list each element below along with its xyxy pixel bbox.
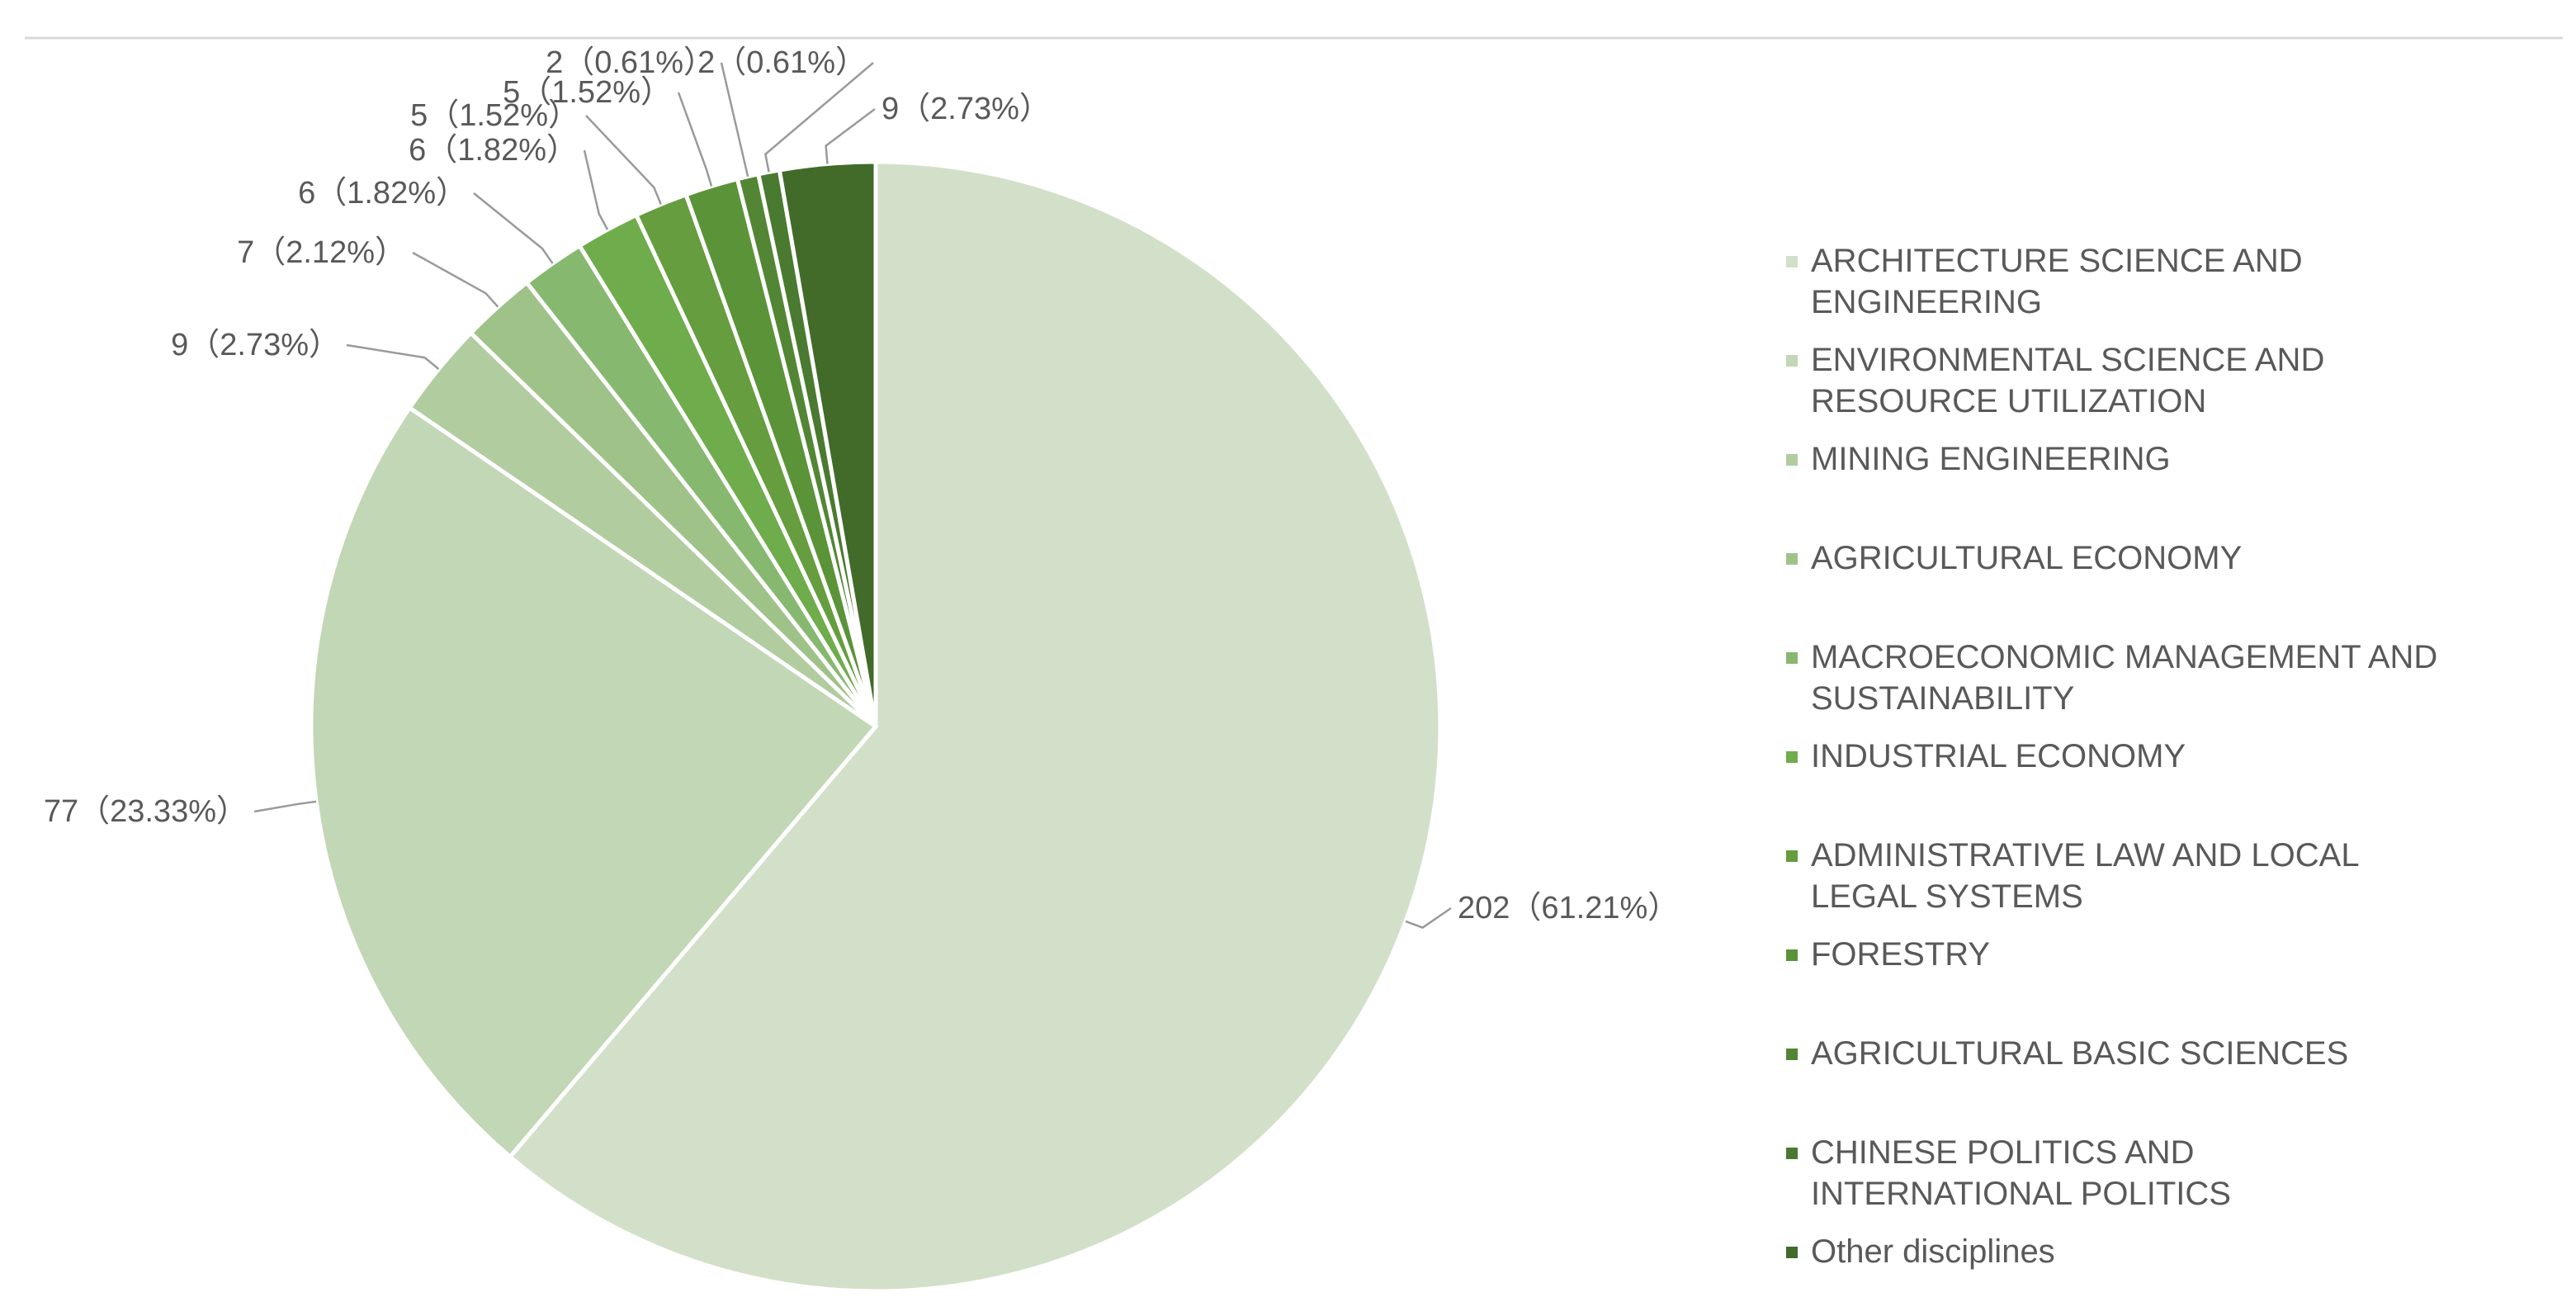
data-label: 2（0.61%） (697, 45, 867, 80)
legend-label: MINING ENGINEERING (1811, 441, 2171, 477)
legend-swatch (1786, 652, 1798, 664)
data-label: 77（23.33%） (44, 794, 248, 829)
legend-swatch (1786, 553, 1798, 565)
legend-label: INDUSTRIAL ECONOMY (1811, 738, 2186, 774)
data-label: 202（61.21%） (1458, 891, 1679, 925)
legend-label: MACROECONOMIC MANAGEMENT AND SUSTAINABILI… (1811, 639, 2437, 717)
leader-line (1405, 907, 1452, 929)
legend-swatch (1786, 256, 1798, 267)
legend-label: FORESTRY (1811, 936, 1990, 973)
legend-label: ENVIRONMENTAL SCIENCE AND RESOURCE UTILIZ… (1811, 342, 2324, 419)
legend: ARCHITECTURE SCIENCE AND ENGINEERING ENVIR… (1786, 243, 2437, 1270)
data-label: 5（1.52%） (503, 75, 672, 110)
leader-line (473, 192, 554, 264)
leader-line (677, 92, 713, 187)
data-label: 6（1.82%） (298, 176, 467, 211)
leader-line (585, 115, 662, 205)
leader-line (412, 251, 499, 308)
leader-line (346, 343, 440, 370)
pie-slice (309, 405, 879, 1160)
legend-label: AGRICULTURAL BASIC SCIENCES (1811, 1035, 2348, 1072)
leader-line (764, 62, 874, 173)
legend-swatch (1786, 949, 1798, 961)
leader-line (720, 62, 749, 178)
pie-slice (777, 159, 878, 727)
leader-line (253, 800, 317, 813)
leader-line (825, 108, 876, 164)
leader-line (583, 149, 609, 230)
legend-swatch (1786, 1049, 1798, 1060)
legend-label: Other disciplines (1811, 1233, 2055, 1270)
data-label: 2（0.61%） (546, 45, 715, 80)
legend-label: CHINESE POLITICS AND INTERNATIONAL POLITI… (1811, 1134, 2231, 1212)
legend-swatch (1786, 355, 1798, 367)
data-labels: 202（61.21%） 77（23.33%） 9（2.73%） 7（2.12%） 6（1… (44, 45, 1679, 925)
pie-slice (507, 159, 1443, 1294)
data-label: 7（2.12%） (237, 235, 406, 270)
data-label: 9（2.73%） (882, 92, 1051, 126)
legend-swatch (1786, 1247, 1798, 1258)
legend-label: ARCHITECTURE SCIENCE AND ENGINEERING (1811, 243, 2303, 320)
data-label: 9（2.73%） (171, 328, 340, 362)
legend-swatch (1786, 850, 1798, 862)
data-label: 5（1.52%） (410, 98, 579, 133)
legend-swatch (1786, 1148, 1798, 1159)
legend-label: AGRICULTURAL ECONOMY (1811, 540, 2242, 576)
leader-lines (253, 62, 1452, 929)
legend-label: ADMINISTRATIVE LAW AND LOCAL LEGAL SYSTEM… (1811, 837, 2360, 915)
legend-swatch (1786, 751, 1798, 763)
pie-slices (309, 159, 1443, 1294)
legend-swatch (1786, 454, 1798, 466)
data-label: 6（1.82%） (409, 133, 578, 168)
